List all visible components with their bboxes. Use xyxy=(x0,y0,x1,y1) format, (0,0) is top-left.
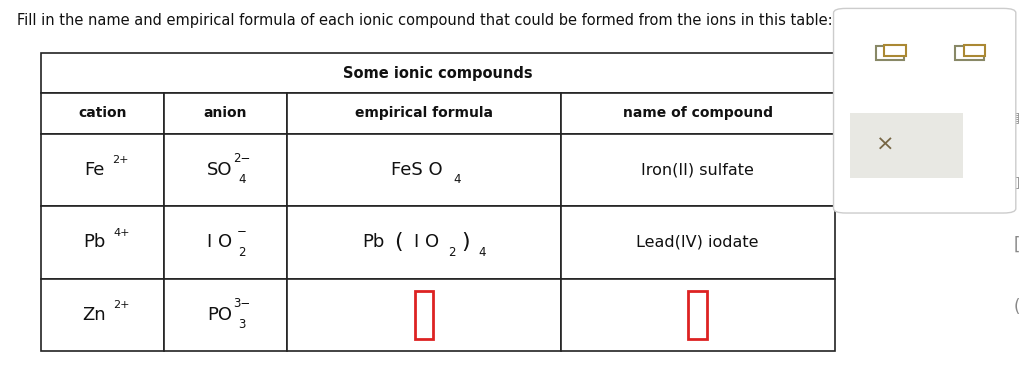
Bar xyxy=(561,279,835,351)
Text: empirical formula: empirical formula xyxy=(355,107,493,120)
Text: Pb: Pb xyxy=(83,234,105,251)
Bar xyxy=(415,291,433,339)
Text: □: □ xyxy=(1006,176,1020,190)
Text: Fe: Fe xyxy=(84,161,104,179)
Text: PO: PO xyxy=(208,306,232,324)
Text: Fill in the name and empirical formula of each ionic compound that could be form: Fill in the name and empirical formula o… xyxy=(17,13,833,28)
Text: Iron(II) sulfate: Iron(II) sulfate xyxy=(641,163,754,178)
Bar xyxy=(876,46,904,60)
Bar xyxy=(41,206,164,279)
FancyBboxPatch shape xyxy=(834,8,1016,213)
Text: Zn: Zn xyxy=(82,306,105,324)
Text: 2: 2 xyxy=(447,246,456,258)
Text: FeS O: FeS O xyxy=(391,161,442,179)
Text: Some ionic compounds: Some ionic compounds xyxy=(343,66,532,81)
Text: Lead(IV) iodate: Lead(IV) iodate xyxy=(636,235,759,250)
Text: (: ( xyxy=(394,232,403,252)
Text: I O: I O xyxy=(414,234,439,251)
Bar xyxy=(164,279,287,351)
Text: ): ) xyxy=(461,232,470,252)
Text: 4+: 4+ xyxy=(114,228,130,238)
Text: (: ( xyxy=(1014,298,1020,317)
Text: SO: SO xyxy=(207,161,232,179)
Text: anion: anion xyxy=(204,107,247,120)
Bar xyxy=(41,93,164,134)
Bar xyxy=(850,113,964,178)
Text: 4: 4 xyxy=(478,246,486,258)
Text: 3−: 3− xyxy=(233,297,251,310)
Bar xyxy=(688,291,707,339)
Bar xyxy=(561,93,835,134)
Bar xyxy=(561,134,835,206)
Text: 2+: 2+ xyxy=(113,155,129,165)
Text: 4: 4 xyxy=(239,173,246,186)
Bar xyxy=(164,134,287,206)
Bar xyxy=(287,93,561,134)
Bar xyxy=(287,279,561,351)
Text: ×: × xyxy=(877,135,895,154)
Text: cation: cation xyxy=(78,107,127,120)
Text: 3: 3 xyxy=(239,318,246,331)
Text: 2: 2 xyxy=(239,246,246,258)
Text: 2+: 2+ xyxy=(114,300,130,310)
Text: [: [ xyxy=(1014,236,1020,254)
Bar xyxy=(561,206,835,279)
Text: 4: 4 xyxy=(454,173,461,186)
Bar xyxy=(41,279,164,351)
Bar xyxy=(41,53,835,93)
Text: 2−: 2− xyxy=(233,152,251,165)
Text: −: − xyxy=(238,225,247,238)
Bar xyxy=(164,206,287,279)
Text: I O: I O xyxy=(207,234,232,251)
Bar xyxy=(964,45,985,56)
Bar xyxy=(884,45,905,56)
Bar xyxy=(41,134,164,206)
Text: ▤: ▤ xyxy=(1007,110,1020,124)
Bar xyxy=(287,206,561,279)
Bar xyxy=(287,134,561,206)
Bar xyxy=(955,46,984,60)
Bar xyxy=(164,93,287,134)
Text: name of compound: name of compound xyxy=(623,107,773,120)
Text: Pb: Pb xyxy=(362,234,385,251)
